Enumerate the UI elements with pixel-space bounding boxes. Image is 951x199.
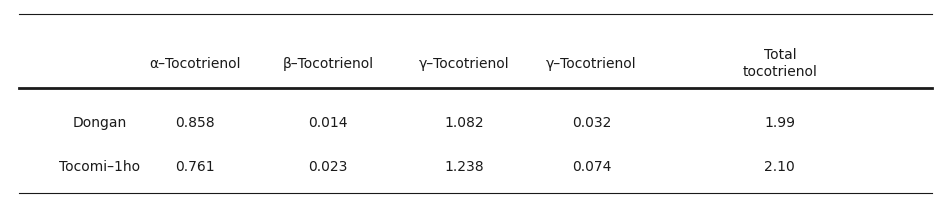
Text: 0.074: 0.074 (572, 160, 611, 174)
Text: 1.99: 1.99 (765, 116, 795, 130)
Text: Tocomi–1ho: Tocomi–1ho (59, 160, 141, 174)
Text: 0.761: 0.761 (175, 160, 215, 174)
Text: γ–Tocotrienol: γ–Tocotrienol (546, 57, 637, 71)
Text: 1.082: 1.082 (444, 116, 484, 130)
Text: γ–Tocotrienol: γ–Tocotrienol (418, 57, 510, 71)
Text: 0.023: 0.023 (308, 160, 348, 174)
Text: β–Tocotrienol: β–Tocotrienol (282, 57, 374, 71)
Text: Dongan: Dongan (72, 116, 127, 130)
Text: 1.238: 1.238 (444, 160, 484, 174)
Text: 0.032: 0.032 (572, 116, 611, 130)
Text: 0.858: 0.858 (175, 116, 215, 130)
Text: α–Tocotrienol: α–Tocotrienol (149, 57, 241, 71)
Text: 0.014: 0.014 (308, 116, 348, 130)
Text: Total
tocotrienol: Total tocotrienol (743, 48, 817, 79)
Text: 2.10: 2.10 (765, 160, 795, 174)
